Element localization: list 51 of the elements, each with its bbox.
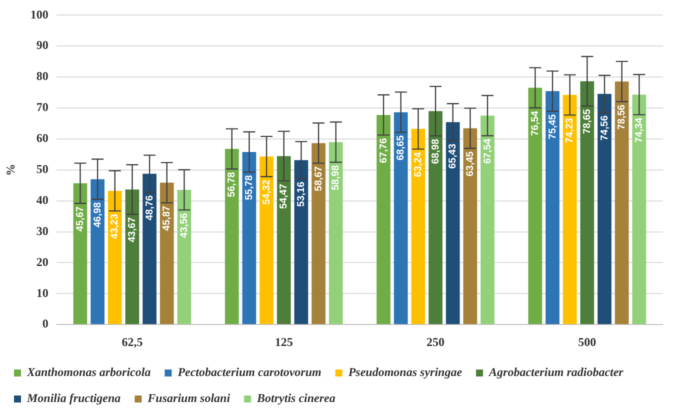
legend-label: Pseudomonas syringae bbox=[348, 365, 463, 380]
data-label: 67,76 bbox=[378, 138, 390, 164]
data-label: 75,45 bbox=[547, 114, 558, 140]
y-tick-label: 0 bbox=[42, 316, 48, 331]
data-label: 48,76 bbox=[144, 194, 156, 220]
data-label: 54,32 bbox=[261, 179, 272, 205]
legend-label: Fusarium solani bbox=[146, 391, 231, 406]
legend-label: Agrobacterium radiobacter bbox=[488, 365, 624, 380]
y-tick-label: 50 bbox=[36, 162, 48, 176]
legend-label: Monilia fructigena bbox=[26, 391, 121, 406]
y-axis-title: % bbox=[3, 164, 18, 176]
data-label: 67,54 bbox=[482, 138, 494, 164]
data-label: 45,87 bbox=[162, 205, 173, 231]
legend-label: Pectobacterium carotovorum bbox=[178, 365, 322, 380]
data-label: 74,56 bbox=[599, 115, 610, 141]
legend-label: Xanthomonas arboricola bbox=[26, 365, 151, 380]
data-label: 63,45 bbox=[464, 150, 476, 176]
data-label: 45,67 bbox=[74, 206, 86, 232]
data-label: 78,65 bbox=[582, 108, 593, 134]
data-label: 55,78 bbox=[244, 174, 255, 200]
y-tick-label: 60 bbox=[36, 131, 48, 146]
data-label: 46,98 bbox=[92, 202, 104, 228]
data-label: 63,24 bbox=[412, 152, 424, 178]
y-tick-label: 20 bbox=[36, 254, 48, 269]
x-tick-label: 125 bbox=[274, 334, 293, 349]
data-label: 43,23 bbox=[110, 214, 121, 239]
data-label: 58,67 bbox=[313, 166, 324, 192]
y-tick-label: 10 bbox=[36, 286, 48, 300]
data-label: 54,47 bbox=[278, 183, 290, 209]
data-label: 74,34 bbox=[634, 117, 645, 143]
data-label: 68,98 bbox=[430, 138, 442, 164]
y-tick-label: 90 bbox=[36, 38, 48, 52]
x-tick-label: 500 bbox=[578, 334, 596, 349]
y-tick-label: 40 bbox=[36, 192, 48, 207]
data-label: 76,54 bbox=[530, 110, 541, 136]
data-label: 74,23 bbox=[564, 118, 576, 144]
y-tick-label: 70 bbox=[36, 100, 48, 114]
data-label: 65,43 bbox=[448, 143, 459, 169]
data-label: 58,98 bbox=[330, 164, 342, 190]
y-tick-label: 30 bbox=[36, 224, 48, 238]
data-label: 53,16 bbox=[296, 181, 307, 207]
data-label: 43,67 bbox=[126, 216, 138, 242]
data-label: 43,56 bbox=[178, 212, 190, 238]
data-label: 68,65 bbox=[396, 134, 407, 160]
data-label: 56,78 bbox=[226, 172, 238, 198]
x-tick-label: 62,5 bbox=[122, 334, 143, 349]
y-tick-label: 80 bbox=[36, 69, 48, 84]
y-tick-label: 100 bbox=[30, 7, 48, 22]
x-tick-label: 250 bbox=[426, 334, 445, 349]
data-label: 78,56 bbox=[616, 104, 628, 130]
legend-label: Botrytis cinerea bbox=[256, 391, 336, 406]
